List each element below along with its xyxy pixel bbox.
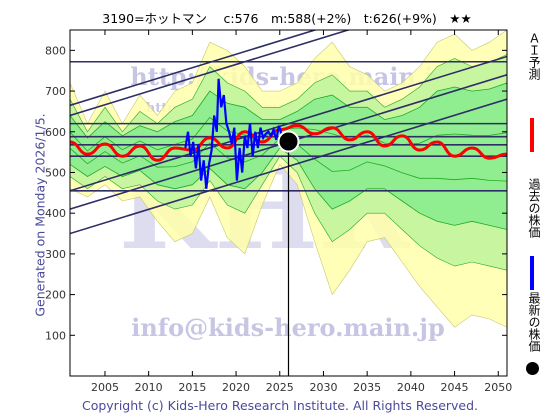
generated-date: Generated on Monday 2026/1/5. [32,113,48,317]
x-tick-label: 2030 [309,381,337,394]
current-price-marker [277,130,300,153]
legend-forecast-label: ＡＩ予測 [527,32,541,80]
marker-layer [277,130,300,376]
trend-line-3 [70,30,351,117]
x-tick-label: 2020 [222,381,250,394]
x-tick-label: 2015 [178,381,206,394]
legend-past-label: 過去の株価 [527,178,541,238]
x-tick-label: 2040 [397,381,425,394]
y-tick-label: 600 [45,126,66,139]
y-tick-label: 100 [45,329,66,342]
y-tick-label: 200 [45,289,66,302]
y-tick-label: 500 [45,166,66,179]
legend-latest-marker [526,362,539,375]
x-tick-label: 2025 [266,381,294,394]
x-tick-label: 2050 [484,381,512,394]
series-layer [70,78,507,189]
copyright-text: Copyright (c) Kids-Hero Research Institu… [81,398,479,413]
plot-frame [69,29,508,377]
legend-forecast-swatch [530,118,534,152]
axes: 2005 2010 2015 2020 2025 2030 2035 2040 2045 2050… [45,29,512,394]
trend-line-2 [70,55,507,192]
trend-line-4 [70,30,318,107]
legend: ＡＩ予測 過去の株価 最新の株価 [526,30,541,390]
y-tick-label: 400 [45,207,66,220]
y-tick-label: 800 [45,44,66,57]
legend-latest-label: 最新の株価 [527,292,541,352]
chart-title: 3190=ホットマン c:576 m:588(+2%) t:626(+9%) ★… [102,11,472,26]
y-tick-label: 300 [45,248,66,261]
x-tick-label: 2035 [353,381,381,394]
x-tick-label: 2010 [135,381,163,394]
series-past-line [184,78,288,189]
x-tick-label: 2005 [91,381,119,394]
y-tick-label: 700 [45,85,66,98]
legend-past-swatch [530,256,534,290]
series-forecast-line [70,124,507,162]
x-tick-label: 2045 [441,381,469,394]
